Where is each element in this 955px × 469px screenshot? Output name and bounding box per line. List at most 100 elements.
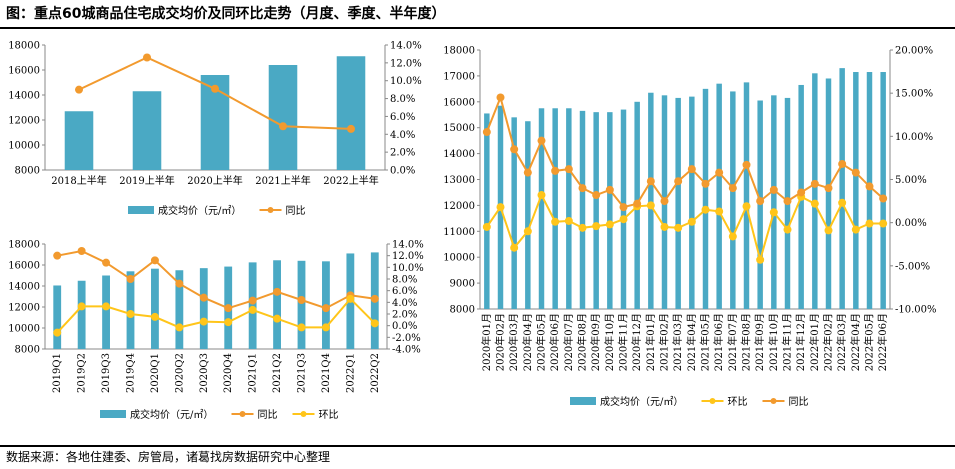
- x-tick-label: 2020年02月: [494, 313, 507, 371]
- x-tick-label: 2021Q3: [297, 353, 308, 393]
- bar: [297, 260, 306, 349]
- yoy-point: [143, 53, 151, 62]
- legend-label: 成交均价（元/㎡）: [600, 395, 683, 408]
- x-tick-label: 2020年04月: [521, 313, 534, 371]
- right-tick-label: -10.00%: [895, 305, 937, 316]
- right-tick-label: 0.0%: [390, 166, 415, 177]
- qoq-point: [273, 314, 282, 323]
- right-tick-label: -5.00%: [895, 261, 930, 272]
- qoq-point: [564, 216, 573, 225]
- x-tick-label: 2022年04月: [849, 313, 862, 371]
- qoq-point: [224, 318, 233, 327]
- bar: [53, 285, 62, 349]
- qoq-point: [660, 222, 669, 231]
- bar: [525, 121, 531, 309]
- x-tick-label: 2019Q1: [52, 353, 63, 393]
- bar: [730, 91, 736, 309]
- bar: [336, 56, 366, 170]
- yoy-point: [321, 304, 330, 313]
- left-tick-label: 18000: [8, 240, 40, 251]
- x-tick-label: 2022年05月: [863, 313, 876, 371]
- x-tick-label: 2021年09月: [753, 313, 766, 371]
- bar: [607, 112, 613, 309]
- x-tick-label: 2021年01月: [644, 313, 657, 371]
- yoy-point: [523, 168, 532, 177]
- legend-label: 同比: [286, 205, 306, 217]
- x-tick-label: 2022上半年: [323, 174, 378, 187]
- left-tick-label: 18000: [443, 46, 475, 57]
- right-tick-label: 8.0%: [390, 94, 415, 105]
- right-tick-label: 10.0%: [392, 263, 424, 274]
- qoq-point: [523, 227, 532, 236]
- qoq-point: [578, 223, 587, 232]
- qoq-point: [742, 202, 751, 211]
- qoq-point: [346, 294, 355, 303]
- yoy-point: [297, 296, 306, 304]
- right-tick-label: 4.0%: [392, 298, 417, 309]
- yoy-point: [838, 159, 847, 168]
- qoq-point: [297, 323, 306, 332]
- x-tick-label: 2022年06月: [876, 313, 889, 371]
- x-tick-label: 2021年10月: [767, 313, 780, 371]
- x-tick-label: 2020年09月: [589, 313, 602, 371]
- x-tick-label: 2020年06月: [548, 313, 561, 371]
- right-tick-label: 12.0%: [390, 58, 422, 69]
- yoy-point: [824, 184, 833, 193]
- yoy-point: [742, 160, 751, 169]
- yoy-point: [756, 197, 765, 206]
- bar: [839, 68, 845, 309]
- qoq-point: [646, 201, 655, 210]
- title-divider: [0, 27, 955, 29]
- left-tick-label: 9000: [450, 279, 475, 290]
- qoq-point: [701, 205, 710, 214]
- right-tick-label: 10.00%: [895, 132, 933, 143]
- x-tick-label: 2020年10月: [603, 313, 616, 371]
- bar: [484, 113, 490, 309]
- x-tick-label: 2019Q4: [126, 353, 137, 393]
- legend-label: 同比: [789, 396, 809, 408]
- yoy-point: [646, 177, 655, 186]
- yoy-point: [797, 188, 806, 197]
- bar: [866, 72, 873, 309]
- left-tick-label: 13000: [443, 175, 475, 186]
- right-tick-label: 14.0%: [392, 240, 424, 251]
- yoy-series-line: [57, 249, 375, 310]
- bar: [825, 78, 832, 309]
- bar: [771, 95, 777, 309]
- bar: [853, 72, 859, 309]
- qoq-point: [370, 319, 379, 328]
- left-tick-label: 14000: [443, 149, 475, 160]
- x-tick-label: 2021年04月: [685, 313, 698, 371]
- left-tick-label: 8000: [15, 345, 40, 356]
- x-tick-label: 2021年06月: [712, 313, 725, 371]
- qoq-point: [674, 223, 683, 232]
- qoq-point: [199, 317, 208, 326]
- bar: [716, 83, 722, 309]
- x-tick-label: 2020年08月: [576, 313, 589, 371]
- x-tick-label: 2021Q2: [272, 353, 283, 393]
- right-tick-label: 0.00%: [895, 218, 927, 229]
- left-tick-label: 16000: [8, 66, 40, 77]
- yoy-point: [879, 194, 888, 203]
- bar: [880, 72, 886, 309]
- yoy-point: [510, 145, 519, 154]
- left-tick-label: 15000: [443, 123, 475, 134]
- qoq-point: [865, 219, 874, 228]
- right-tick-label: -4.0%: [392, 345, 421, 356]
- bar: [743, 82, 750, 309]
- yoy-point: [810, 179, 819, 188]
- left-tick-label: 17000: [443, 71, 475, 82]
- left-tick-label: 12000: [8, 116, 40, 127]
- qoq-point: [126, 310, 135, 318]
- monthly-chart: 8000 9000 10000 11000 12000 13000 14000 15000 16…: [443, 46, 937, 409]
- yoy-point: [537, 136, 546, 145]
- left-tick-label: 14000: [8, 91, 40, 102]
- yoy-point: [496, 93, 505, 102]
- x-tick-label: 2021年11月: [781, 313, 794, 371]
- qoq-point: [510, 243, 519, 252]
- qoq-point: [619, 215, 628, 224]
- legend-bar-swatch: [570, 397, 596, 405]
- yoy-point: [102, 258, 111, 267]
- qoq-point: [496, 203, 505, 212]
- bar: [511, 117, 517, 309]
